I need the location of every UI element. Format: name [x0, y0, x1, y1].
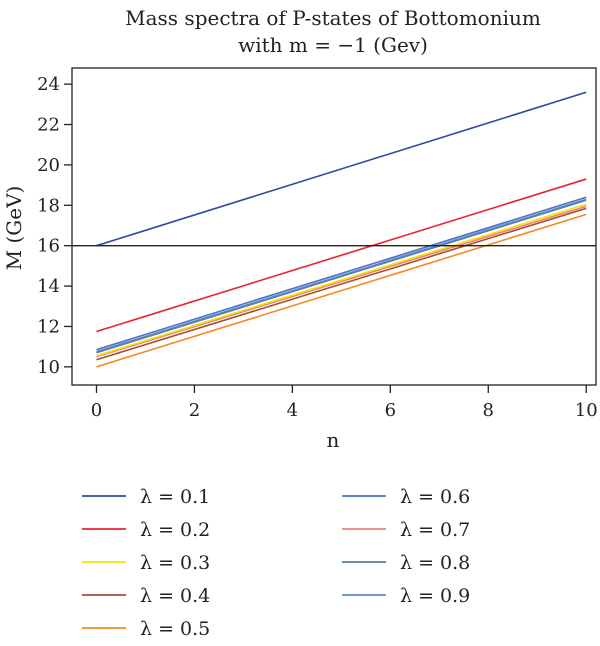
legend: λ = 0.1 λ = 0.2 λ = 0.3 λ = 0.4 λ = 0.5 λ = 0…: [82, 486, 470, 640]
chart-title-line-2: with m = −1 (Gev): [238, 33, 428, 57]
y-axis-label: M (GeV): [2, 186, 26, 271]
y-axis-ticks: 10 12 14 16 18 20 22 24: [37, 74, 72, 378]
legend-label: λ = 0.9: [400, 585, 470, 607]
y-tick-label: 18: [37, 195, 60, 216]
legend-label: λ = 0.4: [140, 585, 210, 607]
series-line: [96, 205, 587, 358]
series-line: [96, 199, 587, 354]
x-tick-label: 10: [575, 400, 598, 421]
y-tick-label: 10: [37, 357, 60, 378]
x-tick-label: 4: [287, 400, 298, 421]
x-tick-label: 2: [189, 400, 200, 421]
legend-label: λ = 0.3: [140, 552, 210, 574]
series-line: [96, 178, 587, 333]
y-tick-label: 16: [37, 236, 60, 257]
legend-label: λ = 0.5: [140, 618, 210, 640]
x-tick-label: 8: [483, 400, 494, 421]
y-tick-label: 22: [37, 115, 60, 136]
series-line: [96, 198, 587, 353]
plot-frame: [71, 67, 597, 386]
x-tick-label: 6: [385, 400, 396, 421]
series-line: [96, 203, 587, 357]
legend-label: λ = 0.6: [400, 486, 470, 508]
x-tick-label: 0: [91, 400, 102, 421]
series-line: [96, 207, 587, 361]
y-tick-label: 20: [37, 155, 60, 176]
series-line: [96, 213, 587, 368]
legend-label: λ = 0.7: [400, 519, 470, 541]
x-axis-ticks: 0 2 4 6 8 10: [91, 385, 598, 421]
y-tick-label: 12: [37, 316, 60, 337]
legend-label: λ = 0.8: [400, 552, 470, 574]
legend-label: λ = 0.2: [140, 519, 210, 541]
series-line: [96, 91, 587, 247]
series-lines: [96, 91, 587, 368]
y-tick-label: 24: [37, 74, 60, 95]
chart-title-line-1: Mass spectra of P-states of Bottomonium: [125, 6, 541, 30]
y-tick-label: 14: [37, 276, 60, 297]
x-axis-label: n: [327, 428, 340, 452]
legend-label: λ = 0.1: [140, 486, 210, 508]
series-line: [96, 196, 587, 351]
